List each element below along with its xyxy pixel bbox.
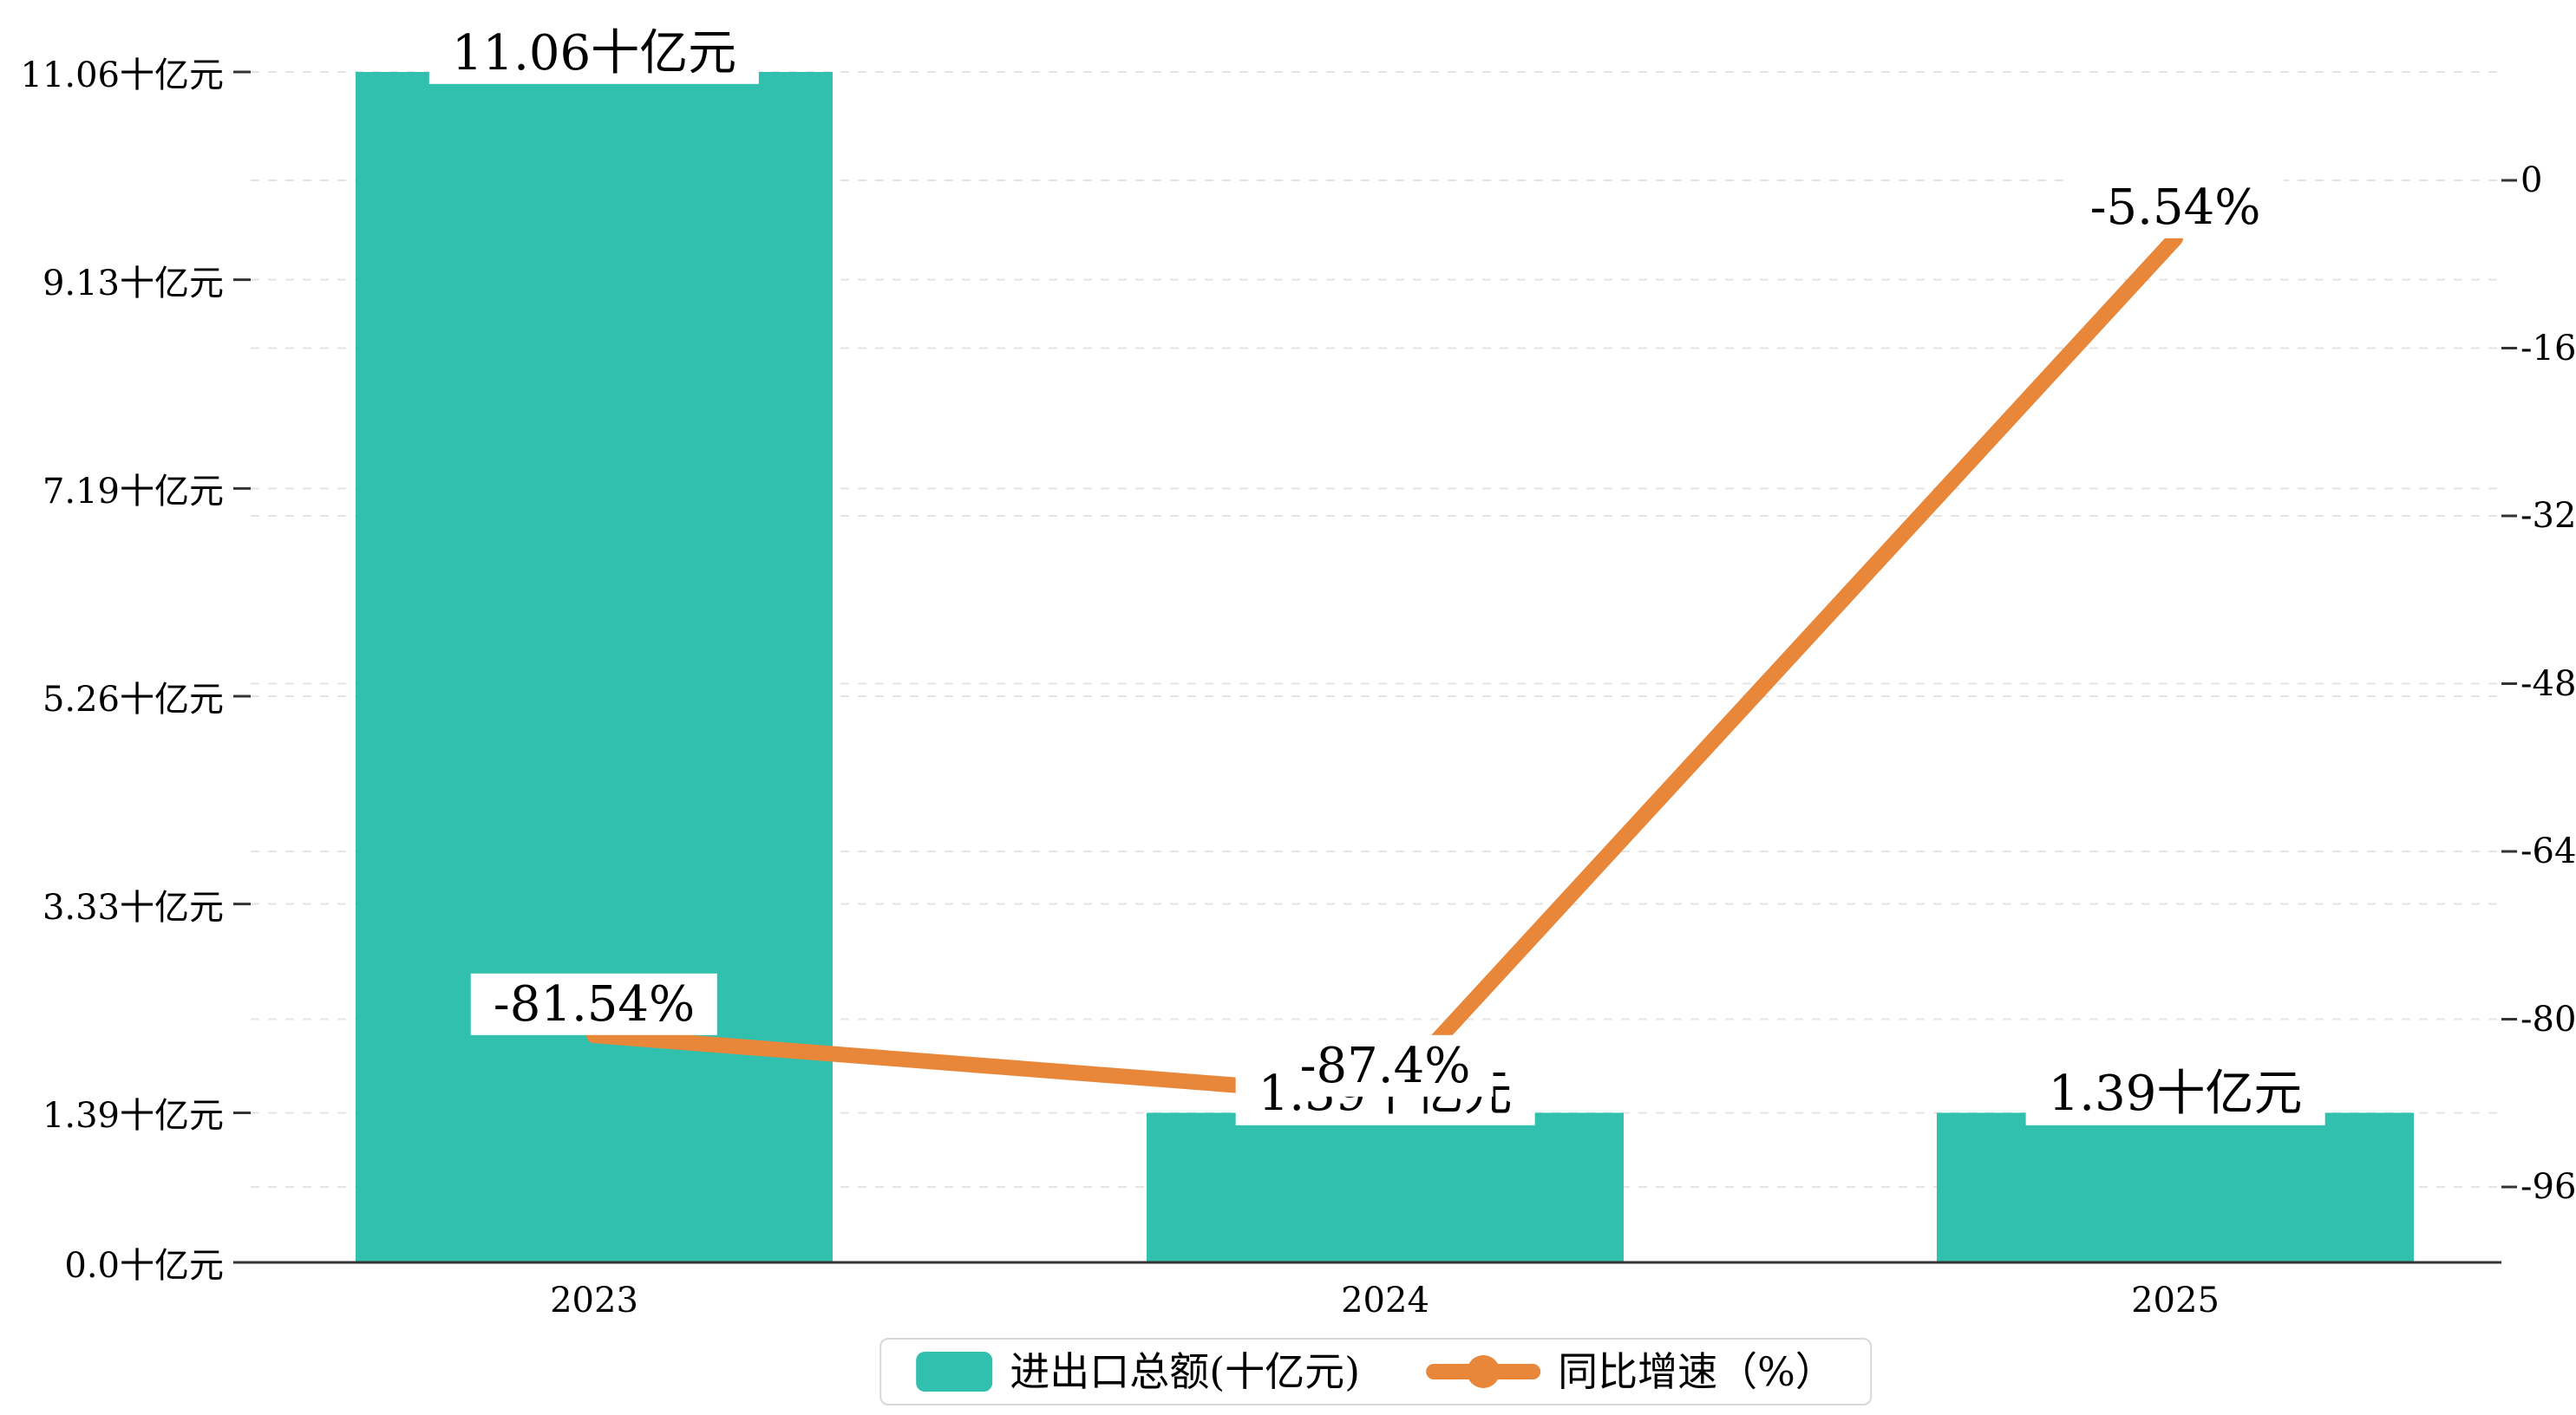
- axis-ticks: [233, 70, 2517, 1264]
- legend-label-line-series: 同比增速（%）: [1558, 1348, 1835, 1395]
- legend-item-line-series[interactable]: 同比增速（%）: [1426, 1352, 1835, 1392]
- line-series-marker-icon: [1426, 1355, 1541, 1388]
- bar-series-swatch-icon: [916, 1352, 993, 1392]
- bar-2023[interactable]: [356, 72, 833, 1262]
- legend-item-bar-series[interactable]: 进出口总额(十亿元): [916, 1352, 1360, 1392]
- bar-2025[interactable]: [1937, 1112, 2414, 1262]
- legend: 进出口总额(十亿元) 同比增速（%）: [879, 1338, 1872, 1405]
- bar-series: [356, 72, 2414, 1262]
- line-series-dot-icon: [1467, 1355, 1500, 1388]
- bar-2024[interactable]: [1147, 1112, 1624, 1262]
- legend-label-bar-series: 进出口总额(十亿元): [1010, 1348, 1361, 1395]
